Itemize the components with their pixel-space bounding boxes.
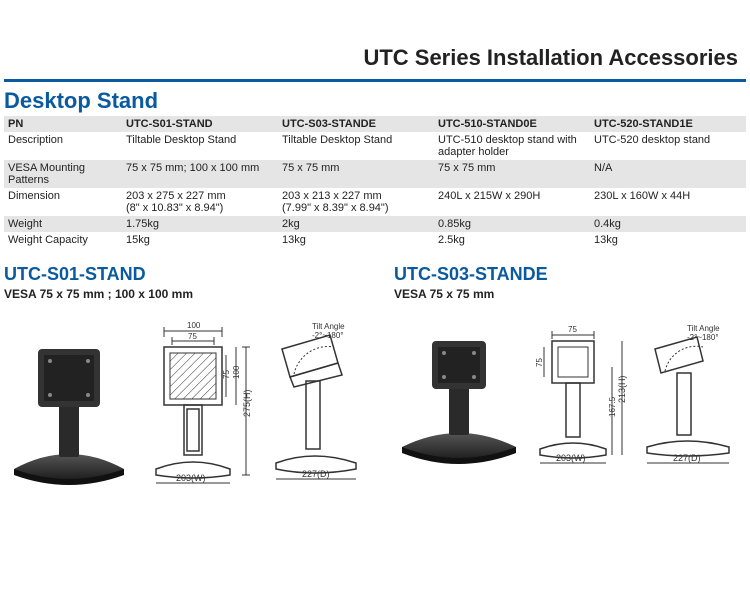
cell: 0.4kg <box>590 216 746 232</box>
side-drawing-icon: Tilt Angle -2°~180° 227(D) <box>264 319 374 489</box>
page-title: UTC Series Installation Accessories <box>4 0 746 82</box>
row-label: Weight <box>4 216 122 232</box>
th-col4: UTC-520-STAND1E <box>590 116 746 132</box>
side-drawing-icon: Tilt Angle -2°~180° 227(D) <box>637 319 744 469</box>
row-label: Description <box>4 132 122 160</box>
cell: 75 x 75 mm <box>278 160 434 188</box>
cell: 230L x 160W x 44H <box>590 188 746 216</box>
section-title: Desktop Stand <box>0 82 750 116</box>
table-row: Weight Capacity 15kg 13kg 2.5kg 13kg <box>4 232 746 248</box>
dim-75: 75 <box>188 332 197 341</box>
dim-75v: 75 <box>535 358 544 367</box>
cell: 2.5kg <box>434 232 590 248</box>
th-col2: UTC-S03-STANDE <box>278 116 434 132</box>
tilt-label: Tilt Angle <box>687 324 720 333</box>
cell: UTC-520 desktop stand <box>590 132 746 160</box>
dim-213: 213(H) <box>617 375 627 403</box>
dim-100: 100 <box>187 321 201 330</box>
cell: 75 x 75 mm <box>434 160 590 188</box>
stand-render-icon <box>394 319 520 469</box>
row-label: Dimension <box>4 188 122 216</box>
table-row: Dimension 203 x 275 x 227 mm(8" x 10.83"… <box>4 188 746 216</box>
cell: 75 x 75 mm; 100 x 100 mm <box>122 160 278 188</box>
spec-table: PN UTC-S01-STAND UTC-S03-STANDE UTC-510-… <box>4 116 746 248</box>
table-row: Description Tiltable Desktop Stand Tilta… <box>4 132 746 160</box>
cell: 2kg <box>278 216 434 232</box>
product-s03: UTC-S03-STANDE VESA 75 x 75 mm <box>394 264 744 489</box>
front-drawing-icon: 100 75 75 100 203(W) <box>144 319 254 489</box>
front-drawing-icon: 75 75 203(W) 167.5 213(H) <box>530 319 627 469</box>
dim-75: 75 <box>568 325 577 334</box>
product-title: UTC-S03-STANDE <box>394 264 744 285</box>
dim-width: 203(W) <box>556 453 586 463</box>
dim-height: 275(H) <box>242 389 252 417</box>
cell: UTC-510 desktop stand with adapter holde… <box>434 132 590 160</box>
table-row: Weight 1.75kg 2kg 0.85kg 0.4kg <box>4 216 746 232</box>
table-header-row: PN UTC-S01-STAND UTC-S03-STANDE UTC-510-… <box>4 116 746 132</box>
product-subtitle: VESA 75 x 75 mm ; 100 x 100 mm <box>4 287 374 301</box>
dim-depth: 227(D) <box>302 469 330 479</box>
tilt-label: Tilt Angle <box>312 322 345 331</box>
th-col3: UTC-510-STAND0E <box>434 116 590 132</box>
product-s01: UTC-S01-STAND VESA 75 x 75 mm ; 100 x 10… <box>4 264 374 489</box>
cell: 15kg <box>122 232 278 248</box>
cell: N/A <box>590 160 746 188</box>
cell: 1.75kg <box>122 216 278 232</box>
table-row: VESA Mounting Patterns 75 x 75 mm; 100 x… <box>4 160 746 188</box>
dim-depth: 227(D) <box>673 453 701 463</box>
cell: 203 x 275 x 227 mm(8" x 10.83" x 8.94") <box>122 188 278 216</box>
cell: 13kg <box>590 232 746 248</box>
dim-width: 203(W) <box>176 473 206 483</box>
product-subtitle: VESA 75 x 75 mm <box>394 287 744 301</box>
th-col1: UTC-S01-STAND <box>122 116 278 132</box>
cell: 240L x 215W x 290H <box>434 188 590 216</box>
product-title: UTC-S01-STAND <box>4 264 374 285</box>
cell: 0.85kg <box>434 216 590 232</box>
cell: 13kg <box>278 232 434 248</box>
row-label: VESA Mounting Patterns <box>4 160 122 188</box>
cell: Tiltable Desktop Stand <box>278 132 434 160</box>
tilt-range: -2°~180° <box>687 333 719 342</box>
cell: 203 x 213 x 227 mm(7.99" x 8.39" x 8.94"… <box>278 188 434 216</box>
dim-100v: 100 <box>232 365 241 379</box>
row-label: Weight Capacity <box>4 232 122 248</box>
dim-167: 167.5 <box>608 396 617 417</box>
stand-render-icon <box>4 329 134 489</box>
th-pn: PN <box>4 116 122 132</box>
cell: Tiltable Desktop Stand <box>122 132 278 160</box>
dim-75v: 75 <box>222 370 231 379</box>
